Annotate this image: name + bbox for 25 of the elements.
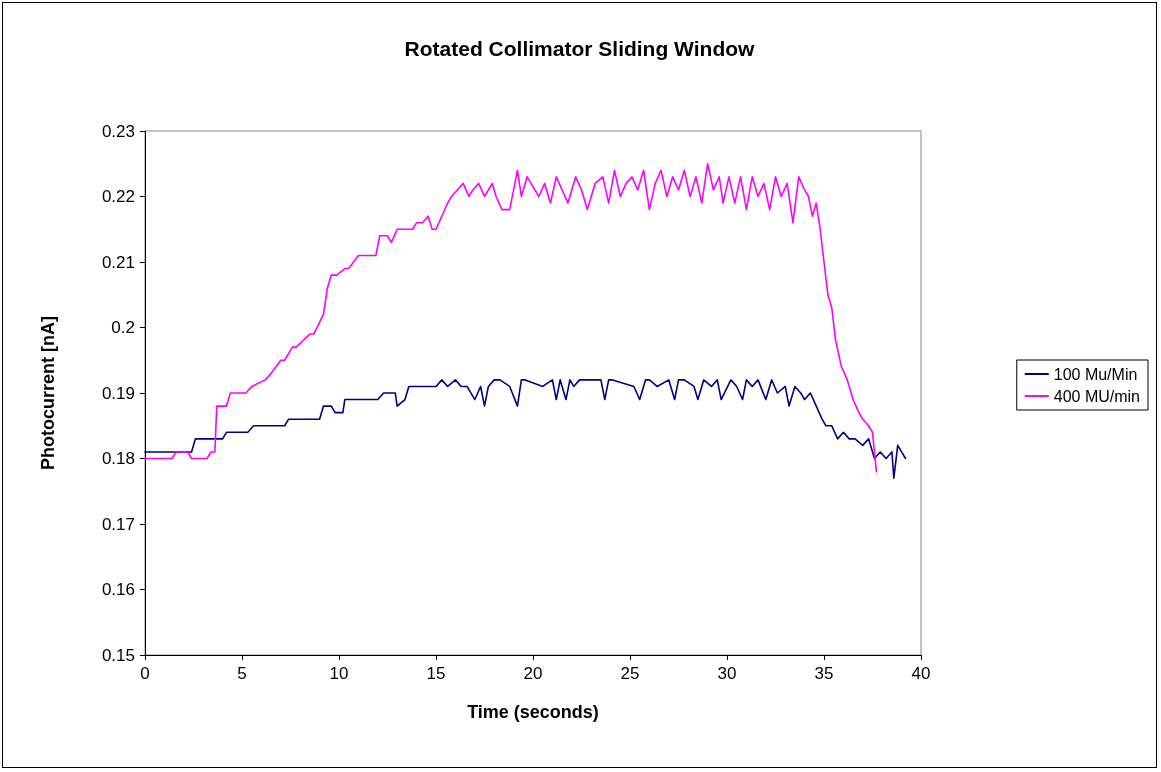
y-tick-label: 0.18 [101,449,135,468]
y-tick-label: 0.16 [101,580,135,599]
y-tick-label: 0.21 [101,252,135,272]
y-tick-label: 0.17 [101,514,135,534]
legend-label: 400 MU/min [1053,387,1140,405]
x-tick-label: 10 [329,664,349,683]
y-tick-label: 0.15 [101,645,135,665]
x-tick-label: 30 [717,664,737,683]
chart-title: Rotated Collimator Sliding Window [404,37,756,60]
x-tick-label: 20 [523,664,543,683]
x-tick-label: 40 [911,664,931,683]
x-tick-label: 5 [237,664,247,683]
y-tick-label: 0.2 [111,318,135,337]
y-tick-label: 0.23 [101,121,135,141]
legend-label: 100 Mu/Min [1053,365,1138,383]
y-axis-title: Photocurrent [nA] [38,316,58,470]
x-tick-label: 0 [140,664,150,683]
x-tick-label: 35 [814,664,834,683]
y-tick-label: 0.19 [101,383,135,403]
y-tick-label: 0.22 [101,187,135,206]
x-axis-title: Time (seconds) [467,702,599,722]
line-series [144,162,878,473]
line-series [144,379,907,479]
x-tick-label: 25 [620,664,640,683]
x-tick-label: 15 [426,664,446,683]
